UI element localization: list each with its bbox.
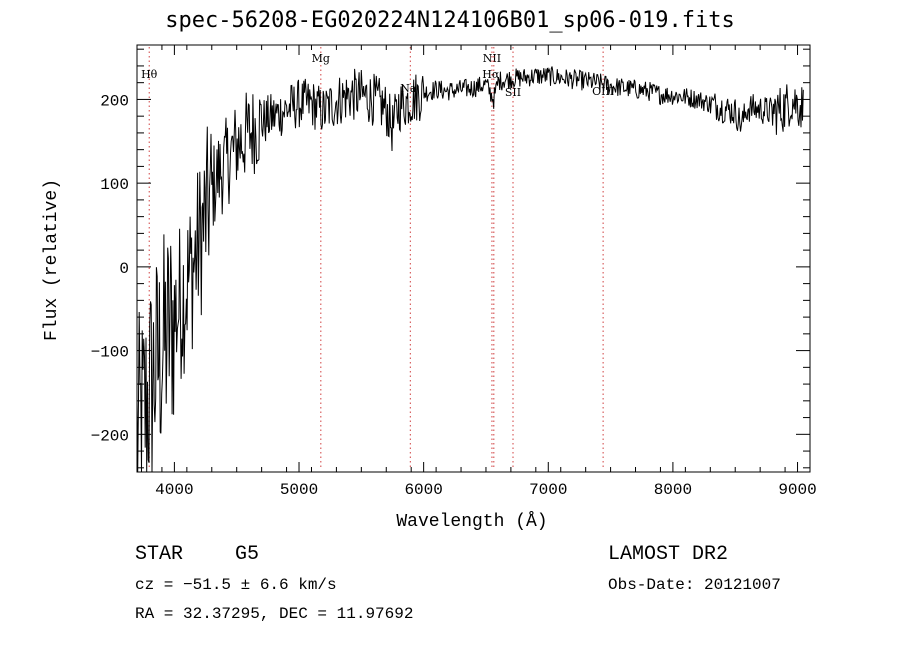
- x-axis-label: Wavelength (Å): [396, 512, 548, 532]
- x-tick-label: 5000: [280, 481, 318, 499]
- y-tick-label: 0: [119, 260, 129, 278]
- coordinates: RA = 32.37295, DEC = 11.97692: [135, 605, 414, 623]
- observation-date: Obs-Date: 20121007: [608, 576, 781, 594]
- chart-title: spec-56208-EG020224N124106B01_sp06-019.f…: [165, 8, 735, 33]
- x-tick-label: 7000: [529, 481, 567, 499]
- spectrum-line: [136, 66, 804, 473]
- y-tick-label: 200: [100, 92, 129, 110]
- redshift-value: cz = −51.5 ± 6.6 km/s: [135, 576, 337, 594]
- object-class: STAR: [135, 543, 184, 566]
- y-tick-label: −200: [91, 427, 129, 445]
- y-tick-label: 100: [100, 176, 129, 194]
- x-tick-label: 9000: [778, 481, 816, 499]
- x-tick-label: 4000: [155, 481, 193, 499]
- y-tick-label: −100: [91, 344, 129, 362]
- spectral-line-label: Mg: [312, 52, 330, 65]
- spectral-line-label: Na: [400, 82, 417, 95]
- x-tick-label: 8000: [654, 481, 692, 499]
- spectrum-series: [136, 66, 804, 473]
- x-tick-label: 6000: [404, 481, 442, 499]
- plot-frame: [136, 44, 811, 473]
- spectral-line-label: Hθ: [141, 68, 158, 81]
- spectral-line-label: SII: [505, 86, 521, 99]
- object-subclass: G5: [235, 543, 260, 566]
- axis-ticks: 4000 5000 6000 7000 8000 9000 −200 −100 0 100 200: [91, 45, 817, 499]
- spectral-line-label: NII: [483, 52, 501, 65]
- spectral-line-label: Hα: [482, 68, 500, 81]
- y-axis-label: Flux (relative): [42, 178, 62, 342]
- survey-name: LAMOST DR2: [608, 543, 729, 566]
